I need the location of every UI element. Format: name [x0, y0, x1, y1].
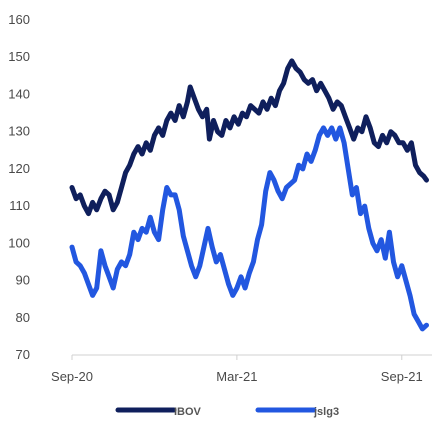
y-tick-label: 110: [9, 198, 30, 213]
y-tick-label: 120: [8, 161, 30, 176]
x-tick-label: Sep-21: [381, 369, 423, 384]
y-tick-label: 80: [16, 310, 30, 325]
x-tick-label: Sep-20: [51, 369, 93, 384]
series-line-ibov: [69, 58, 429, 217]
legend: IBOV jslg3: [115, 406, 339, 418]
x-tick-label: Mar-21: [216, 369, 257, 384]
y-tick-label: 100: [8, 235, 30, 250]
y-tick-label: 160: [8, 12, 30, 27]
legend-label: IBOV: [174, 406, 202, 418]
series-group: [69, 58, 429, 332]
x-axis-ticks: Sep-20 Mar-21 Sep-21: [51, 355, 423, 384]
y-tick-label: 70: [16, 347, 30, 362]
legend-label: jslg3: [313, 406, 339, 418]
series-line-jslg3: [69, 125, 429, 332]
y-tick-label: 140: [8, 86, 30, 101]
y-tick-label: 150: [8, 49, 30, 64]
y-axis-ticks: 70 80 90 100 110 120 130 140 150 160: [8, 12, 30, 362]
y-tick-label: 130: [8, 124, 30, 139]
y-tick-label: 90: [16, 273, 30, 288]
